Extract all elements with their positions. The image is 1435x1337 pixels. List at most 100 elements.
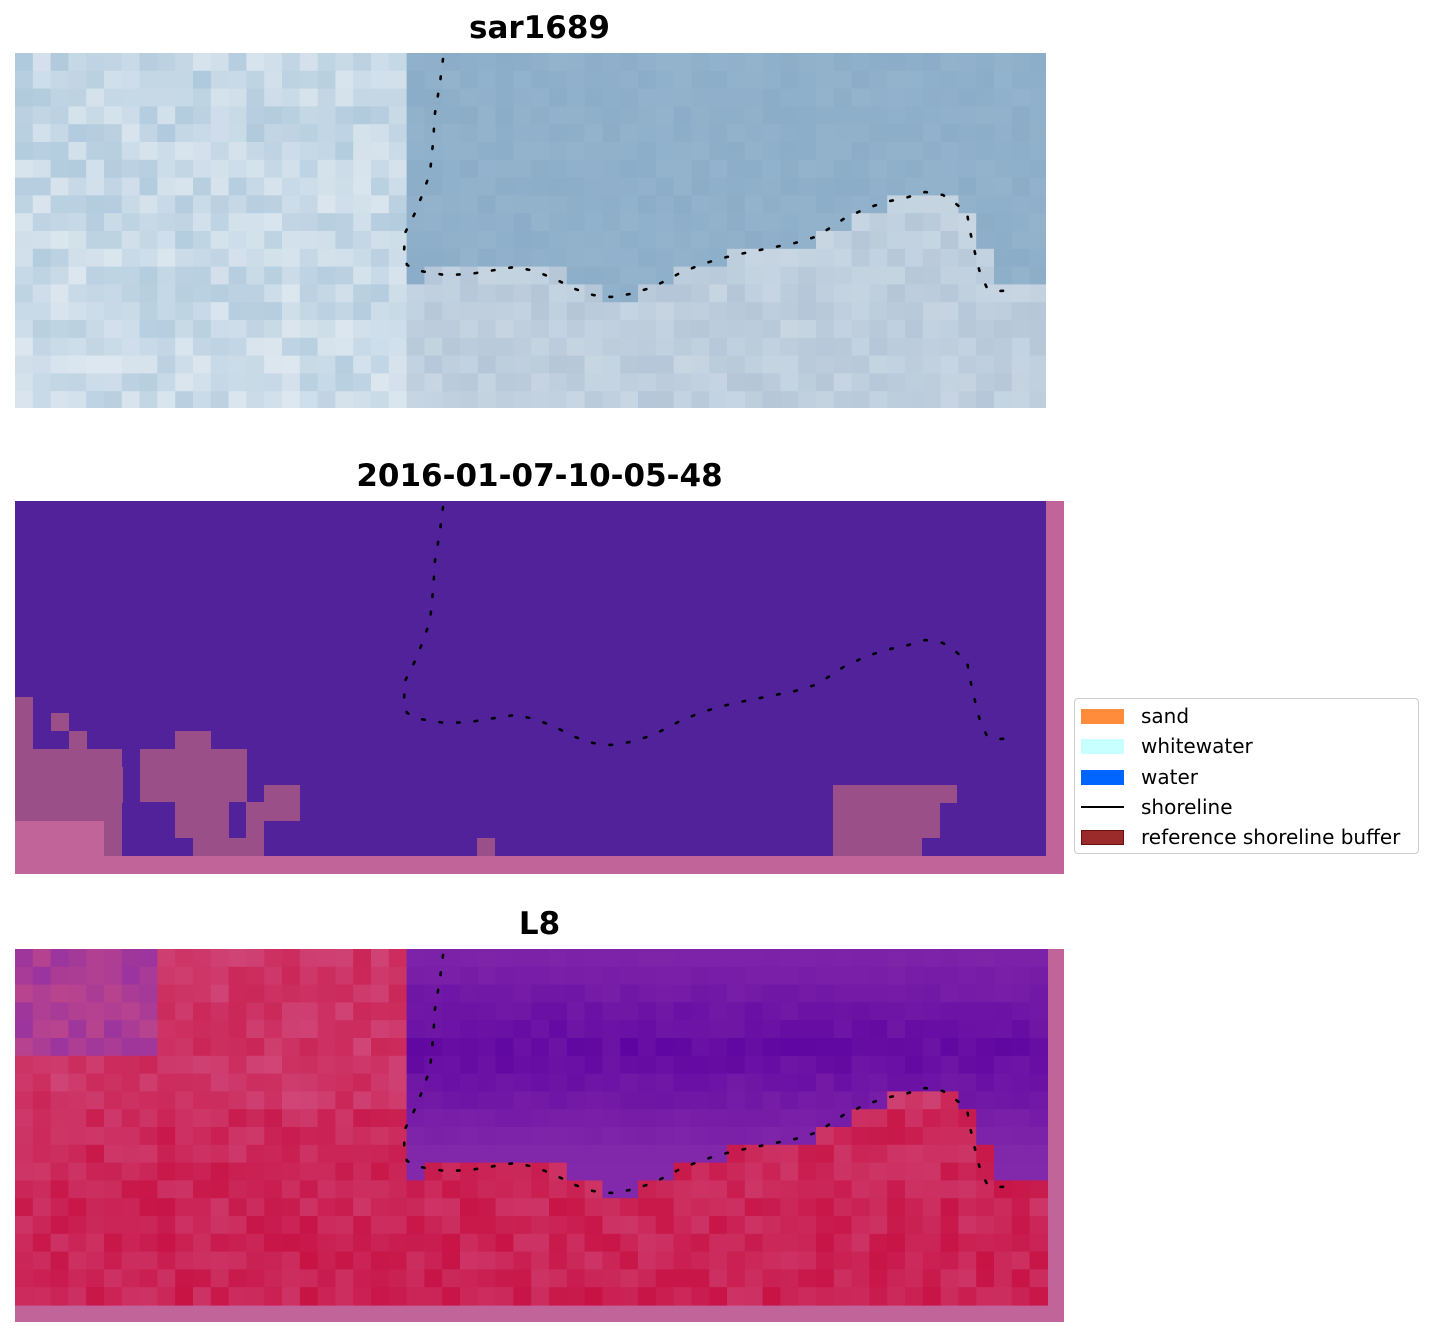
rgb-pixel	[584, 177, 603, 196]
rgb-pixel	[68, 142, 87, 161]
index-pixel	[958, 1251, 977, 1270]
rgb-pixel	[32, 248, 52, 268]
index-pixel	[549, 1198, 568, 1217]
rgb-pixel	[299, 284, 319, 303]
rgb-pixel	[638, 70, 657, 90]
index-pixel	[371, 1055, 390, 1075]
index-pixel	[104, 1091, 123, 1110]
rgb-pixel	[406, 373, 425, 392]
index-pixel	[691, 1216, 710, 1235]
rgb-pixel	[549, 53, 568, 72]
index-pixel	[940, 1162, 959, 1181]
rgb-pixel	[531, 70, 550, 90]
index-pixel	[922, 1233, 942, 1253]
rgb-pixel	[264, 248, 283, 268]
index-pixel	[762, 1055, 781, 1075]
rgb-pixel	[442, 302, 461, 321]
index-pixel	[86, 984, 105, 1003]
rgb-pixel	[584, 213, 603, 232]
index-pixel	[744, 1038, 764, 1057]
index-pixel	[780, 1073, 799, 1092]
index-pixel	[68, 1216, 87, 1235]
index-pixel	[620, 1287, 639, 1306]
rgb-pixel	[299, 248, 319, 268]
rgb-pixel	[709, 373, 728, 392]
rgb-pixel	[121, 53, 141, 72]
index-pixel	[620, 1216, 639, 1235]
index-pixel	[602, 1180, 621, 1199]
index-pixel	[549, 1038, 568, 1057]
index-pixel	[673, 1038, 692, 1057]
rgb-pixel	[673, 284, 692, 303]
rgb-pixel	[442, 337, 461, 357]
index-pixel	[798, 1144, 817, 1164]
rgb-pixel	[353, 88, 372, 107]
rgb-pixel	[442, 231, 461, 250]
rgb-pixel	[673, 159, 692, 179]
rgb-pixel	[495, 70, 514, 90]
index-pixel	[1011, 1269, 1031, 1288]
index-pixel	[922, 1216, 942, 1235]
rgb-pixel	[727, 88, 746, 107]
rgb-pixel	[549, 373, 568, 392]
index-pixel	[940, 1144, 959, 1164]
rgb-pixel	[175, 302, 194, 321]
index-pixel	[869, 1073, 888, 1092]
rgb-pixel	[602, 142, 621, 161]
index-pixel	[50, 966, 69, 986]
rgb-pixel	[424, 106, 443, 125]
index-pixel	[68, 966, 87, 986]
rgb-pixel	[175, 266, 194, 285]
index-pixel	[691, 1055, 710, 1075]
rgb-pixel	[121, 124, 141, 143]
index-pixel	[905, 1198, 924, 1217]
index-pixel	[282, 1055, 301, 1075]
rgb-pixel	[638, 337, 657, 357]
rgb-pixel	[655, 195, 675, 214]
rgb-pixel	[744, 177, 764, 196]
index-pixel	[317, 949, 336, 968]
rgb-pixel	[121, 302, 141, 321]
index-pixel	[157, 1144, 176, 1164]
index-pixel	[210, 1233, 230, 1253]
rgb-pixel	[833, 53, 853, 72]
classified-land-block	[69, 731, 87, 749]
rgb-pixel	[602, 53, 621, 72]
rgb-pixel	[32, 142, 52, 161]
rgb-pixel	[424, 142, 443, 161]
rgb-pixel	[869, 88, 888, 107]
rgb-pixel	[32, 320, 52, 339]
rgb-pixel	[762, 284, 781, 303]
index-pixel	[602, 1162, 621, 1181]
rgb-pixel	[157, 177, 176, 196]
rgb-pixel	[691, 142, 710, 161]
rgb-pixel	[442, 106, 461, 125]
rgb-pixel	[727, 337, 746, 357]
index-pixel	[780, 1180, 799, 1199]
rgb-pixel	[228, 195, 247, 214]
index-pixel	[513, 1091, 532, 1110]
rgb-pixel	[299, 124, 319, 143]
rgb-pixel	[940, 355, 959, 374]
index-pixel	[460, 1038, 479, 1057]
index-pixel	[228, 1038, 247, 1057]
index-pixel	[139, 1162, 158, 1181]
rgb-pixel	[424, 320, 443, 339]
rgb-pixel	[68, 195, 87, 214]
index-pixel	[905, 1038, 924, 1057]
rgb-pixel	[86, 159, 105, 179]
index-pixel	[442, 1002, 461, 1021]
index-pixel	[50, 1038, 69, 1057]
rgb-pixel	[495, 53, 514, 72]
rgb-pixel	[246, 195, 265, 214]
index-pixel	[762, 1216, 781, 1235]
index-pixel	[317, 1127, 336, 1146]
index-pixel	[584, 1038, 603, 1057]
index-pixel	[620, 1038, 639, 1057]
index-pixel	[175, 1216, 194, 1235]
rgb-pixel	[922, 391, 942, 408]
index-pixel	[86, 966, 105, 986]
index-pixel	[246, 1233, 265, 1253]
index-pixel	[994, 1251, 1013, 1270]
index-pixel	[780, 1233, 799, 1253]
